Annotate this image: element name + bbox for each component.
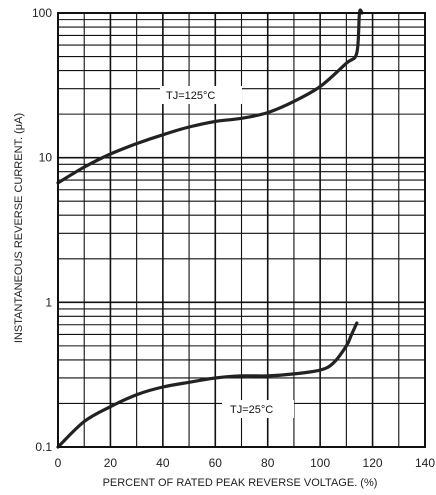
series-label-25: TJ=25°C	[230, 404, 273, 416]
x-tick-label: 140	[415, 456, 435, 470]
series-line-125c	[56, 8, 364, 185]
y-tick-labels: 0.1 1 10 100	[32, 6, 52, 454]
x-tick-label: 20	[104, 456, 118, 470]
plot-frame	[57, 12, 426, 448]
x-axis-title: PERCENT OF RATED PEAK REVERSE VOLTAGE. (…	[103, 477, 378, 489]
y-tick-label: 10	[39, 151, 53, 165]
y-tick-label: 100	[32, 6, 52, 20]
y-axis-title: INSTANTANEOUS REVERSE CURRENT. (μA)	[13, 113, 25, 343]
series-layer	[56, 8, 364, 449]
x-tick-label: 120	[363, 456, 383, 470]
series-line-25c	[56, 321, 359, 449]
y-tick-label: 0.1	[35, 440, 52, 454]
x-tick-label: 80	[261, 456, 275, 470]
x-tick-labels: 0 20 40 60 80 100 120 140	[55, 456, 436, 470]
label-125: TJ=125°C	[160, 86, 242, 104]
series-label-125: TJ=125°C	[166, 90, 215, 102]
label-25: TJ=25°C	[222, 400, 294, 418]
x-tick-label: 0	[55, 456, 62, 470]
x-tick-label: 100	[310, 456, 330, 470]
minor-grid	[58, 13, 425, 447]
x-tick-label: 40	[156, 456, 170, 470]
y-tick-label: 1	[45, 295, 52, 309]
x-tick-label: 60	[209, 456, 223, 470]
